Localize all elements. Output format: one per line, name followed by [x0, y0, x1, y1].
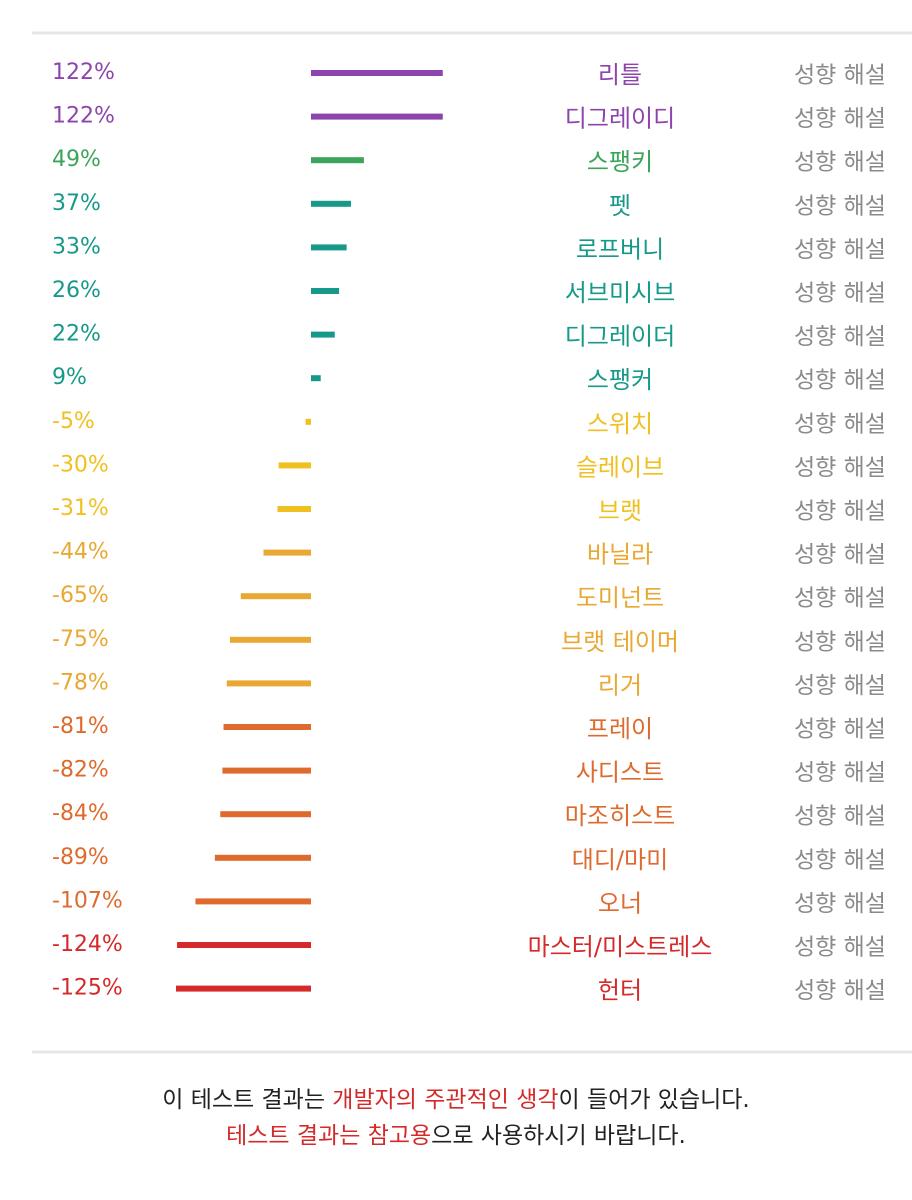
bar [222, 767, 311, 774]
footer-note: 이 테스트 결과는 개발자의 주관적인 생각이 들어가 있습니다. 테스트 결과는… [0, 1082, 912, 1154]
bar [177, 942, 311, 948]
bar [223, 724, 311, 730]
detail-link[interactable]: 성향 해설 [794, 368, 886, 394]
bar [240, 593, 311, 600]
bar [311, 157, 364, 164]
bar [263, 549, 311, 556]
bar [305, 418, 311, 425]
detail-link[interactable]: 성향 해설 [794, 324, 886, 350]
detail-link[interactable]: 성향 해설 [794, 978, 886, 1004]
detail-link[interactable]: 성향 해설 [794, 673, 886, 699]
value-label: 49% [52, 147, 101, 172]
detail-link[interactable]: 성향 해설 [794, 411, 886, 437]
bar [311, 200, 351, 207]
bar [311, 113, 443, 120]
bar [278, 462, 311, 469]
bar [311, 375, 321, 382]
bar [230, 636, 311, 643]
category-label: 스팽키 [587, 148, 653, 176]
category-label: 도미넌트 [576, 584, 664, 612]
bar [311, 331, 335, 338]
value-label: 22% [52, 322, 101, 347]
detail-link[interactable]: 성향 해설 [794, 935, 886, 961]
category-label: 서브미시브 [565, 279, 675, 307]
detail-link[interactable]: 성향 해설 [794, 237, 886, 263]
detail-link[interactable]: 성향 해설 [794, 106, 886, 132]
category-label: 헌터 [598, 977, 642, 1005]
category-label: 디그레이디 [565, 105, 675, 133]
footer-text: 이 테스트 결과는 [162, 1087, 333, 1113]
value-label: -78% [52, 670, 109, 695]
value-label: 9% [52, 365, 87, 390]
category-label: 펫 [609, 192, 631, 220]
value-label: -125% [52, 976, 123, 1001]
value-label: -31% [52, 496, 109, 521]
value-label: -82% [52, 758, 109, 783]
bar [311, 70, 443, 76]
footer-line: 이 테스트 결과는 개발자의 주관적인 생각이 들어가 있습니다. [0, 1082, 912, 1118]
value-label: -44% [52, 540, 109, 565]
bar [226, 680, 311, 687]
value-label: -75% [52, 627, 109, 652]
footer-text: 이 들어가 있습니다. [558, 1087, 750, 1113]
bar [195, 898, 311, 905]
category-label: 대디/마미 [572, 846, 668, 874]
category-label: 슬레이브 [576, 453, 664, 481]
category-label: 디그레이더 [565, 323, 675, 351]
category-label: 브랫 [598, 497, 642, 525]
category-label: 사디스트 [576, 759, 664, 787]
value-label: -124% [52, 932, 123, 957]
detail-link[interactable]: 성향 해설 [794, 499, 886, 525]
detail-link[interactable]: 성향 해설 [794, 804, 886, 830]
bar [311, 288, 340, 294]
detail-link[interactable]: 성향 해설 [794, 63, 886, 89]
value-label: 37% [52, 191, 101, 216]
value-label: 122% [52, 60, 115, 85]
footer-text: 으로 사용하시기 바랍니다. [431, 1123, 686, 1149]
bar [176, 985, 311, 992]
category-label: 마조히스트 [565, 802, 675, 830]
value-label: -81% [52, 714, 109, 739]
detail-link[interactable]: 성향 해설 [794, 891, 886, 917]
value-label: 33% [52, 234, 101, 259]
footer-text: 테스트 결과는 참고용 [226, 1123, 432, 1149]
detail-link[interactable]: 성향 해설 [794, 281, 886, 307]
detail-link[interactable]: 성향 해설 [794, 586, 886, 612]
value-label: 26% [52, 278, 101, 303]
bar [311, 244, 347, 251]
detail-link[interactable]: 성향 해설 [794, 629, 886, 655]
detail-link[interactable]: 성향 해설 [794, 717, 886, 743]
value-label: -65% [52, 583, 109, 608]
detail-link[interactable]: 성향 해설 [794, 193, 886, 219]
bar [277, 506, 311, 512]
category-label: 로프버니 [576, 235, 664, 263]
value-label: -30% [52, 452, 109, 477]
category-label: 브랫 테이머 [561, 628, 679, 656]
value-label: -107% [52, 888, 123, 913]
category-label: 오너 [598, 889, 642, 917]
detail-link[interactable]: 성향 해설 [794, 150, 886, 176]
category-label: 프레이 [587, 715, 653, 743]
bar [214, 854, 311, 861]
detail-link[interactable]: 성향 해설 [794, 455, 886, 481]
value-label: 122% [52, 104, 115, 129]
category-label: 스팽커 [587, 366, 653, 394]
category-label: 리거 [598, 671, 642, 699]
value-label: -84% [52, 801, 109, 826]
detail-link[interactable]: 성향 해설 [794, 847, 886, 873]
category-label: 바닐라 [587, 541, 653, 569]
detail-link[interactable]: 성향 해설 [794, 542, 886, 568]
category-label: 마스터/미스트레스 [528, 933, 713, 961]
value-label: -5% [52, 409, 95, 434]
category-label: 리틀 [598, 61, 642, 89]
bar [220, 811, 311, 818]
category-label: 스위치 [587, 410, 653, 438]
value-label: -89% [52, 845, 109, 870]
footer-line: 테스트 결과는 참고용으로 사용하시기 바랍니다. [0, 1118, 912, 1154]
footer-text: 개발자의 주관적인 생각 [332, 1087, 559, 1113]
detail-link[interactable]: 성향 해설 [794, 760, 886, 786]
